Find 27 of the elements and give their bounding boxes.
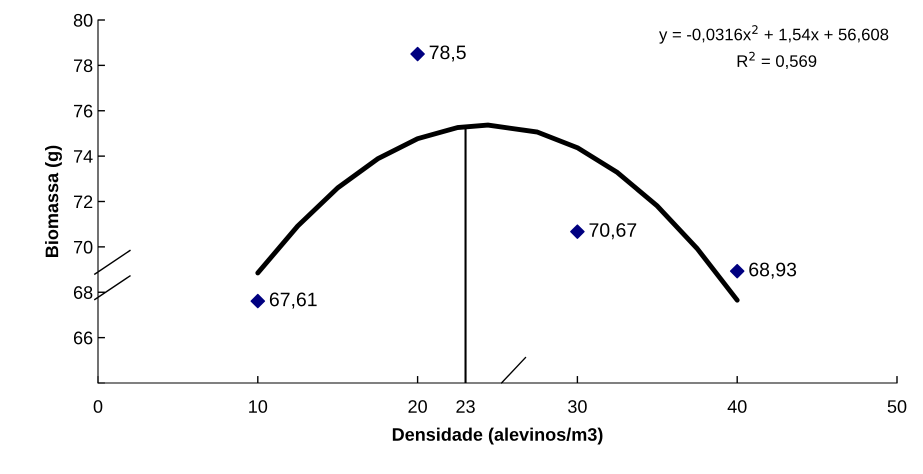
- x-axis-title: Densidade (alevinos/m3): [392, 428, 602, 444]
- point: [410, 46, 425, 62]
- data-label: 78,5: [430, 45, 466, 62]
- y-tick-label: 72: [74, 195, 92, 208]
- x-tick-label: 0: [94, 400, 102, 413]
- x-tick-label: 40: [728, 400, 747, 413]
- y-tick-label: 80: [74, 14, 92, 27]
- x-tick-label: 23: [456, 400, 475, 413]
- y-tick-label: 68: [74, 286, 92, 299]
- y-tick-label: 76: [74, 104, 92, 118]
- y-tick-label: 70: [74, 240, 92, 254]
- data-label: 68,93: [749, 262, 796, 279]
- y-tick-label: 66: [74, 332, 92, 344]
- point: [250, 294, 266, 308]
- y-tick-label: 78: [74, 59, 92, 72]
- point: [730, 264, 744, 278]
- point: [570, 224, 585, 239]
- data-label: 70,67: [590, 223, 636, 240]
- x-tick-label: 10: [249, 400, 268, 413]
- y-tick-label: 74: [74, 150, 93, 163]
- x-tick-label: 50: [888, 400, 906, 413]
- data-label: 67,61: [270, 292, 317, 309]
- annotation: R$^{2}$ = 0,569: [738, 52, 816, 69]
- y-axis-title: Biomassa (g): [45, 146, 62, 257]
- x-tick-label: 20: [408, 400, 427, 413]
- annotation: y = -0,0316x$^{2}$ + 1,54x + 56,608: [659, 25, 888, 44]
- x-tick-label: 30: [568, 400, 587, 413]
